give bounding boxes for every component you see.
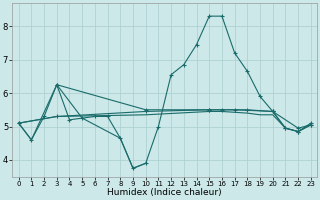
X-axis label: Humidex (Indice chaleur): Humidex (Indice chaleur) <box>108 188 222 197</box>
